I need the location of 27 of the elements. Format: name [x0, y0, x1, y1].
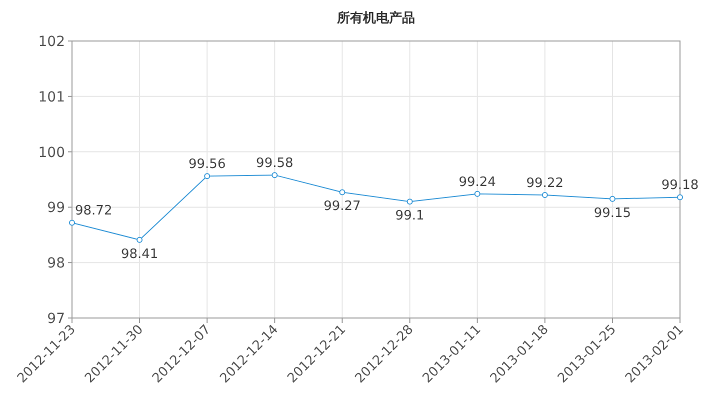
- y-tick-label: 102: [38, 34, 65, 50]
- point: [542, 192, 548, 198]
- point: [339, 189, 346, 196]
- point: [406, 198, 413, 205]
- y-tick-label: 99: [47, 200, 65, 216]
- point: [677, 194, 683, 200]
- point: [272, 172, 278, 178]
- data-label: 99.27: [324, 199, 361, 214]
- data-label: 99.56: [188, 157, 226, 172]
- point: [136, 236, 143, 243]
- data-label: 99.18: [661, 178, 699, 194]
- point: [204, 173, 210, 180]
- data-label: 99.58: [256, 156, 294, 172]
- data-label: 98.72: [75, 204, 112, 219]
- y-tick-label: 98: [47, 256, 65, 272]
- data-label: 99.24: [458, 174, 496, 190]
- point: [609, 196, 616, 202]
- point: [474, 190, 480, 197]
- data-label: 99.15: [594, 206, 632, 221]
- point: [69, 220, 75, 226]
- y-tick-label: 97: [47, 311, 65, 327]
- chart-title: 所有机电产品: [336, 10, 415, 26]
- y-tick-label: 101: [38, 89, 65, 106]
- data-label: 99.1: [395, 208, 424, 224]
- y-tick-label: 100: [38, 144, 65, 161]
- data-label: 99.22: [526, 176, 564, 192]
- data-label: 98.41: [120, 246, 158, 262]
